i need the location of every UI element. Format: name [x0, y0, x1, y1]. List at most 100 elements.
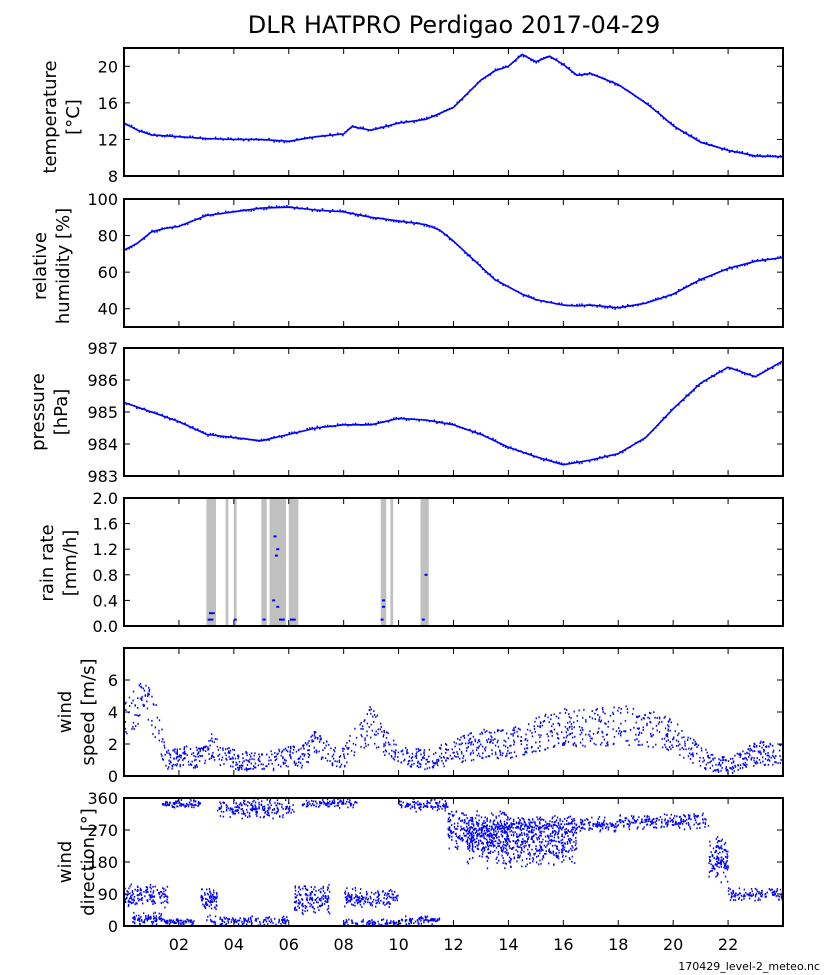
wind-direction-point [502, 857, 504, 859]
wind-direction-point [149, 895, 151, 898]
wind-direction-point [503, 859, 505, 862]
wind-direction-point [477, 834, 479, 837]
wind-speed-point [194, 765, 197, 768]
wind-direction-point [506, 827, 508, 830]
pressure-point [466, 429, 469, 431]
temperature-axis-label: temperature [°C] [40, 60, 84, 173]
wind-speed-point [779, 762, 781, 764]
wind-direction-point [523, 850, 525, 853]
wind-speed-point [578, 725, 581, 728]
wind-direction-point [301, 899, 304, 901]
humidity-point [563, 304, 565, 306]
wind-speed-point [307, 752, 309, 755]
humidity-point [685, 285, 688, 287]
wind-direction-point [587, 818, 589, 821]
wind-speed-point [687, 736, 689, 739]
wind-speed-point [292, 752, 294, 754]
wind-direction-point [567, 829, 570, 832]
wind-direction-point [126, 894, 128, 897]
wind-direction-point [131, 894, 133, 897]
wind-direction-point [599, 829, 602, 831]
wind-speed-point [472, 749, 474, 752]
wind-direction-point [346, 895, 348, 898]
wind-speed-point [647, 716, 649, 719]
wind-direction-point [464, 820, 466, 823]
wind-speed-point [433, 762, 436, 765]
wind-direction-point [523, 818, 525, 821]
wind-speed-point [253, 758, 255, 761]
wind-speed-point [303, 747, 305, 750]
wind-direction-point [573, 826, 576, 829]
wind-speed-point [722, 759, 725, 761]
wind-speed-point [299, 755, 302, 758]
wind-speed-point [604, 722, 606, 725]
wind-direction-point [493, 837, 495, 840]
wind-direction-point [683, 828, 686, 831]
wind-speed-point [692, 742, 694, 744]
wind-direction-point [133, 921, 136, 924]
temperature-point [461, 98, 464, 101]
wind-direction-point [485, 846, 487, 848]
wind-direction-point [152, 891, 154, 894]
wind-direction-point [377, 891, 380, 894]
humidity-point [749, 262, 751, 264]
wind-speed-point [183, 752, 185, 755]
wind-direction-point [382, 902, 384, 905]
wind-speed-point [764, 757, 767, 760]
wind-direction-point [465, 825, 468, 828]
wind-speed-point [557, 717, 560, 720]
humidity-point [764, 260, 766, 262]
wind-direction-point [504, 862, 506, 865]
pressure-point [520, 450, 522, 452]
wind-speed-point [749, 747, 752, 750]
wind-direction-point [496, 842, 499, 845]
wind-direction-point [211, 896, 213, 898]
wind-direction-point [523, 845, 525, 848]
wind-speed-point [183, 751, 186, 754]
humidity-point [624, 306, 627, 309]
wind-speed-point [426, 761, 429, 763]
pressure-point [616, 453, 619, 455]
wind-direction-point [477, 841, 480, 844]
wind-direction-point [319, 890, 322, 893]
pressure-point [558, 461, 560, 464]
wind-direction-point [566, 840, 569, 843]
wind-direction-point [215, 897, 218, 900]
wind-speed-point [171, 765, 174, 768]
wind-direction-point [389, 888, 392, 891]
wind-speed-point [715, 769, 717, 772]
temperature-point [639, 98, 642, 101]
wind-direction-point [526, 833, 528, 836]
wind-direction-point [310, 891, 313, 893]
wind-direction-point [130, 883, 132, 886]
wind-speed-point [432, 762, 434, 764]
wind-direction-point [508, 825, 510, 828]
wind-direction-point [643, 815, 646, 818]
humidity-point [504, 284, 507, 287]
wind-direction-point [373, 921, 376, 924]
wind-speed-point [692, 755, 694, 758]
wind-direction-point [180, 922, 182, 925]
wind-speed-point [542, 720, 545, 723]
wind-direction-point [284, 808, 287, 811]
temperature-point [222, 139, 225, 141]
pressure-point [746, 373, 749, 376]
pressure-point [532, 456, 535, 458]
wind-speed-point [387, 741, 390, 744]
wind-speed-point [423, 757, 425, 759]
wind-direction-point [688, 817, 690, 820]
wind-direction-point [495, 846, 498, 849]
pressure-point [387, 421, 390, 423]
wind-direction-point [140, 892, 142, 895]
wind-direction-point [396, 899, 399, 902]
wind-speed-point [306, 743, 308, 746]
wind-speed-point [760, 740, 762, 743]
wind-direction-point [481, 822, 484, 825]
humidity-point [772, 258, 774, 260]
wind-direction-point [501, 854, 503, 857]
wind-speed-point [289, 753, 291, 756]
wind-direction-point [566, 842, 569, 845]
wind-direction-point [443, 804, 446, 807]
wind-direction-point [391, 890, 393, 893]
wind-direction-point [412, 801, 414, 803]
